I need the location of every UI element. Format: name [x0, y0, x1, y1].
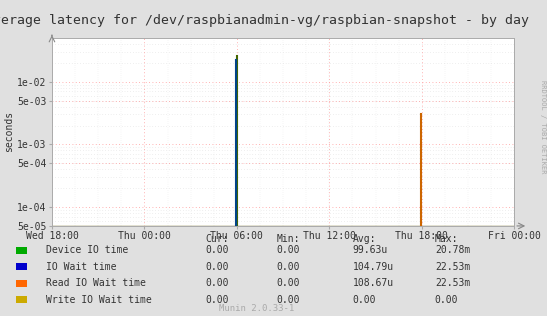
- Text: 22.53m: 22.53m: [435, 262, 470, 272]
- Text: 0.00: 0.00: [205, 295, 229, 305]
- Text: Device IO time: Device IO time: [46, 245, 129, 255]
- Text: 0.00: 0.00: [276, 262, 300, 272]
- Text: RRDTOOL / TOBI OETIKER: RRDTOOL / TOBI OETIKER: [540, 80, 546, 173]
- Text: 0.00: 0.00: [276, 295, 300, 305]
- Text: 0.00: 0.00: [435, 295, 458, 305]
- Text: Cur:: Cur:: [205, 234, 229, 244]
- Text: 0.00: 0.00: [276, 278, 300, 288]
- Text: 0.00: 0.00: [276, 245, 300, 255]
- Text: Munin 2.0.33-1: Munin 2.0.33-1: [219, 305, 295, 313]
- Text: 108.67u: 108.67u: [353, 278, 394, 288]
- Text: Average latency for /dev/raspbianadmin-vg/raspbian-snapshot - by day: Average latency for /dev/raspbianadmin-v…: [0, 14, 529, 27]
- Text: IO Wait time: IO Wait time: [46, 262, 117, 272]
- Y-axis label: seconds: seconds: [4, 111, 14, 153]
- Text: 99.63u: 99.63u: [353, 245, 388, 255]
- Text: 0.00: 0.00: [353, 295, 376, 305]
- Text: 22.53m: 22.53m: [435, 278, 470, 288]
- Text: Read IO Wait time: Read IO Wait time: [46, 278, 147, 288]
- Text: 0.00: 0.00: [205, 262, 229, 272]
- Text: Avg:: Avg:: [353, 234, 376, 244]
- Text: 20.78m: 20.78m: [435, 245, 470, 255]
- Text: Write IO Wait time: Write IO Wait time: [46, 295, 152, 305]
- Text: 0.00: 0.00: [205, 245, 229, 255]
- Text: 104.79u: 104.79u: [353, 262, 394, 272]
- Text: Min:: Min:: [276, 234, 300, 244]
- Text: 0.00: 0.00: [205, 278, 229, 288]
- Text: Max:: Max:: [435, 234, 458, 244]
